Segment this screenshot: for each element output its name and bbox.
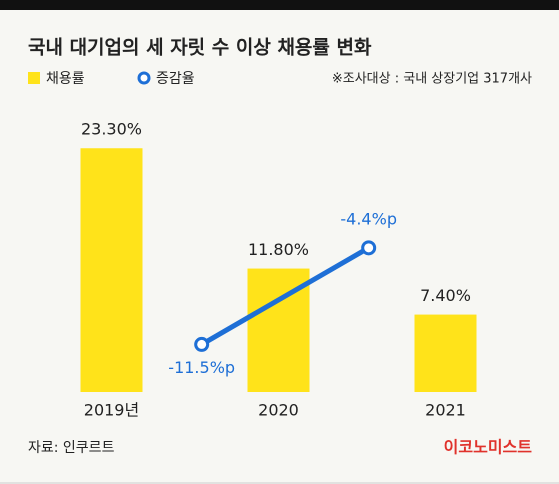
value-label: 23.30%: [81, 120, 142, 139]
x-tick-label: 2020: [258, 401, 299, 420]
legend-label: 증감율: [156, 71, 195, 87]
x-tick-label: 2021: [425, 401, 466, 420]
note: ※조사대상 : 국내 상장기업 317개사: [332, 72, 532, 87]
line-point: [361, 240, 377, 256]
brand: 이코노미스트: [444, 438, 533, 457]
top-strip: [0, 0, 559, 10]
legend-label: 채용률: [46, 71, 85, 87]
line-value-label: -11.5%p: [168, 358, 235, 377]
line-point: [194, 336, 210, 352]
x-tick-label: 2019년: [84, 401, 139, 420]
chart-title: 국내 대기업의 세 자릿 수 이상 채용률 변화: [28, 37, 372, 59]
legend-swatch: [137, 71, 151, 85]
legend-swatch: [28, 72, 40, 84]
line: [200, 245, 370, 347]
line-value-label: -4.4%p: [340, 209, 397, 228]
value-label: 7.40%: [420, 286, 471, 305]
value-label: 11.80%: [248, 240, 309, 259]
bar: [80, 148, 143, 392]
source: 자료: 인쿠르트: [28, 440, 115, 456]
bar: [414, 314, 477, 392]
